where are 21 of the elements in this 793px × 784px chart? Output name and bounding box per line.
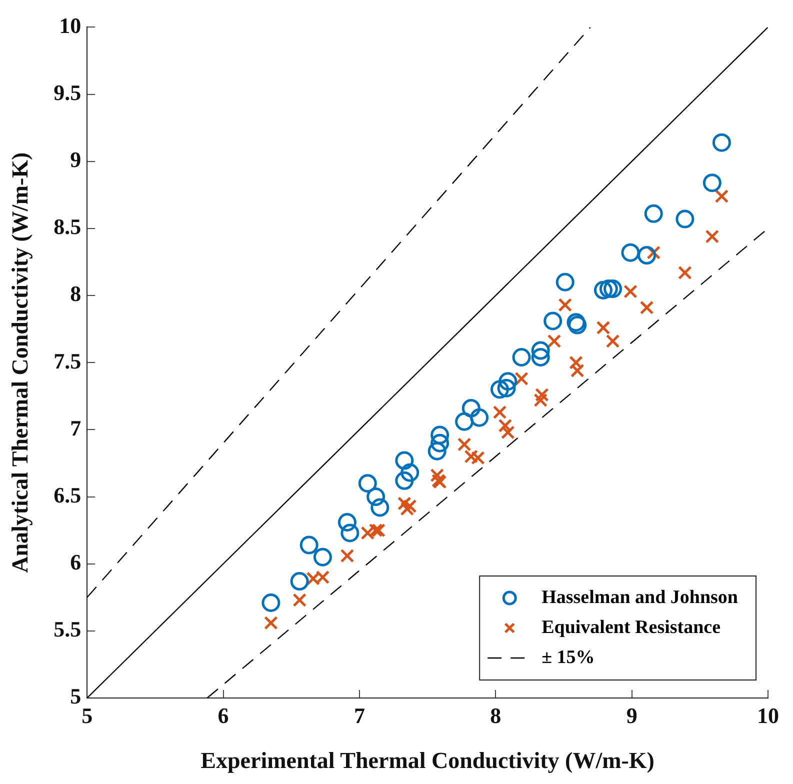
x-tick-label: 6 bbox=[218, 702, 229, 728]
y-tick-label: 6 bbox=[70, 550, 82, 575]
y-tick-label: 5.5 bbox=[54, 616, 82, 642]
y-tick-label: 7.5 bbox=[54, 348, 82, 374]
legend-label: Hasselman and Johnson bbox=[542, 586, 738, 608]
x-tick-label: 10 bbox=[757, 702, 779, 728]
y-tick-label: 5 bbox=[70, 684, 82, 709]
x-tick-label: 9 bbox=[626, 702, 638, 728]
legend-label: ± 15% bbox=[542, 646, 595, 668]
x-axis-title: Experimental Thermal Conductivity (W/m-K) bbox=[200, 748, 654, 774]
y-tick-label: 7 bbox=[70, 415, 82, 440]
x-tick-label: 7 bbox=[354, 702, 365, 728]
y-tick-label: 9.5 bbox=[54, 80, 82, 105]
y-tick-label: 10 bbox=[59, 12, 82, 38]
legend-label: Equivalent Resistance bbox=[542, 616, 721, 638]
y-tick-label: 6.5 bbox=[54, 482, 82, 508]
y-axis-title: Analytical Thermal Conductivity (W/m-K) bbox=[8, 152, 33, 573]
y-tick-label: 9 bbox=[70, 147, 82, 172]
y-tick-label: 8 bbox=[70, 281, 82, 306]
y-tick-label: 8.5 bbox=[54, 214, 82, 240]
x-tick-label: 8 bbox=[490, 702, 502, 728]
